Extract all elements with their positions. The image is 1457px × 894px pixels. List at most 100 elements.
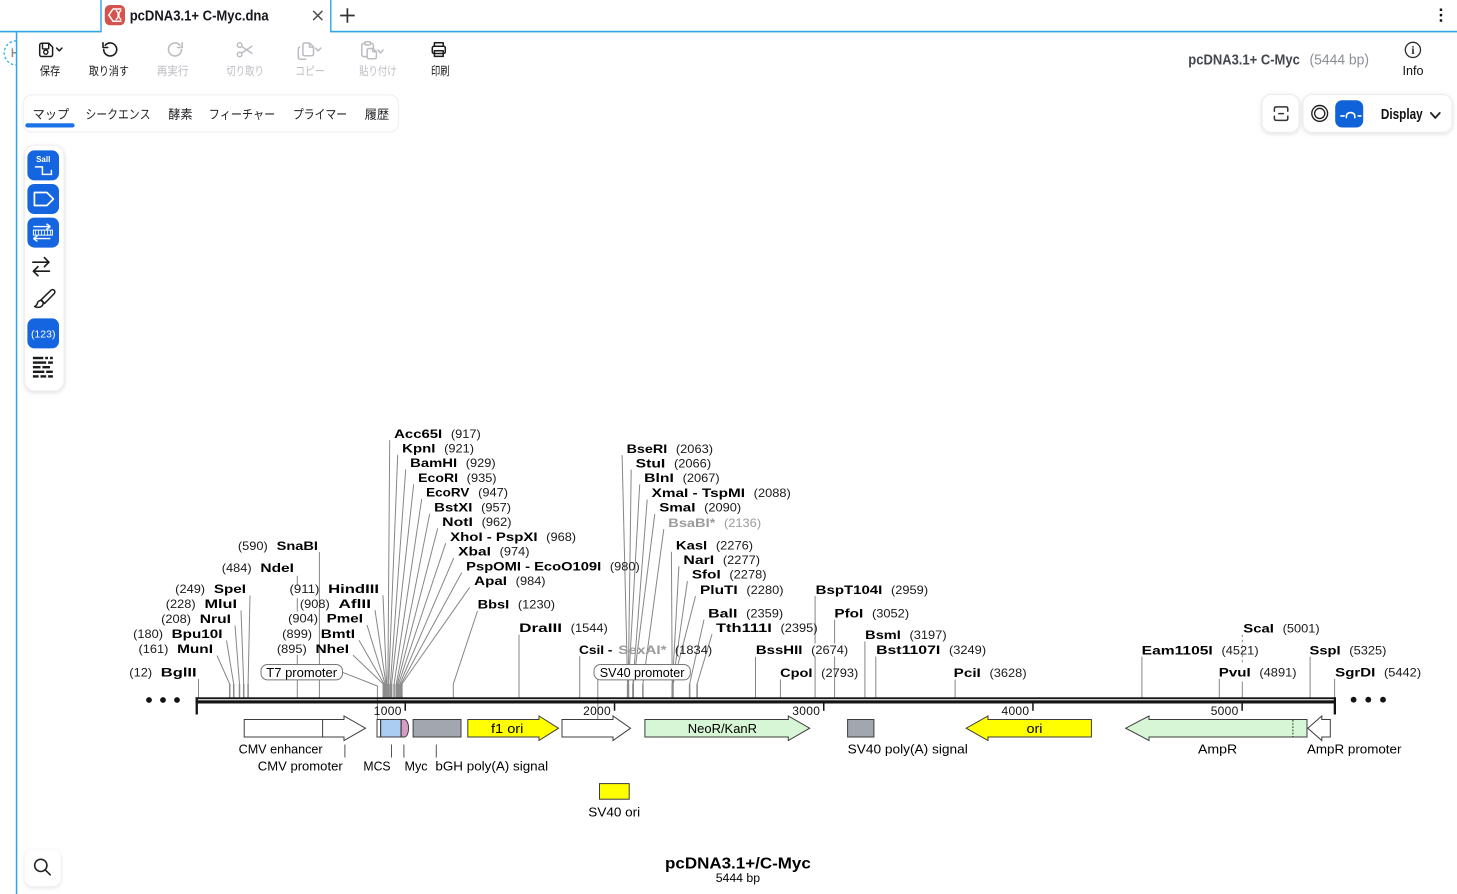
svg-text:SnaBI: SnaBI [277, 540, 318, 553]
svg-text:ori: ori [1027, 721, 1043, 736]
svg-text:PspOMI - EcoO109I: PspOMI - EcoO109I [466, 560, 601, 573]
svg-text:SexAI*: SexAI* [618, 644, 667, 657]
svg-text:SV40 poly(A) signal: SV40 poly(A) signal [848, 742, 968, 757]
svg-text:(2959): (2959) [891, 584, 928, 597]
svg-text:(957): (957) [481, 501, 511, 514]
svg-text:StuI: StuI [636, 457, 666, 470]
svg-text:(2063): (2063) [676, 443, 713, 456]
svg-text:Display: Display [1381, 106, 1423, 123]
svg-text:bGH poly(A) signal: bGH poly(A) signal [435, 759, 548, 774]
svg-text:(904): (904) [288, 613, 318, 626]
svg-text:(974): (974) [500, 546, 530, 559]
svg-text:Bpu10I: Bpu10I [172, 628, 223, 641]
svg-text:(2277): (2277) [723, 554, 760, 567]
svg-text:(947): (947) [478, 487, 508, 500]
svg-text:NeoR/KanR: NeoR/KanR [688, 721, 757, 736]
svg-text:CpoI: CpoI [780, 667, 812, 680]
svg-text:(208): (208) [161, 613, 191, 626]
svg-text:BseRI: BseRI [627, 443, 668, 456]
svg-text:(1230): (1230) [518, 599, 555, 612]
svg-text:(180): (180) [133, 628, 163, 641]
svg-text:BbsI: BbsI [478, 599, 510, 612]
svg-text:BglII: BglII [161, 667, 197, 680]
svg-text:ApaI: ApaI [474, 575, 507, 588]
svg-text:CMV promoter: CMV promoter [258, 759, 343, 774]
svg-text:CsiI -: CsiI - [579, 644, 613, 657]
svg-text:(984): (984) [516, 575, 546, 588]
svg-text:MunI: MunI [177, 643, 213, 656]
svg-text:SfoI: SfoI [692, 569, 721, 582]
svg-text:(590): (590) [238, 540, 268, 553]
svg-text:(2088): (2088) [754, 487, 791, 500]
svg-text:(921): (921) [444, 443, 474, 456]
svg-text:CMV enhancer: CMV enhancer [239, 742, 324, 757]
svg-text:SV40 ori: SV40 ori [588, 805, 640, 820]
svg-text:DraIII: DraIII [519, 622, 562, 635]
svg-text:MluI: MluI [205, 598, 238, 611]
svg-text:1000: 1000 [374, 704, 402, 718]
svg-text:BsaBI*: BsaBI* [668, 517, 716, 530]
svg-text:(5001): (5001) [1283, 622, 1320, 635]
svg-text:(2136): (2136) [724, 517, 761, 530]
svg-text:Info: Info [1402, 64, 1423, 78]
svg-text:PmeI: PmeI [327, 613, 363, 626]
svg-text:(2276): (2276) [716, 539, 753, 552]
svg-text:AflII: AflII [339, 598, 372, 611]
svg-text:(5442): (5442) [1384, 667, 1421, 680]
svg-text:MCS: MCS [363, 759, 390, 774]
svg-text:(962): (962) [482, 516, 512, 529]
svg-text:BssHII: BssHII [756, 644, 803, 657]
svg-text:(935): (935) [467, 472, 497, 485]
svg-text:BamHI: BamHI [410, 457, 457, 470]
svg-text:(1544): (1544) [571, 622, 608, 635]
svg-text:pcDNA3.1+/C-Myc: pcDNA3.1+/C-Myc [665, 855, 811, 872]
svg-text:HindIII: HindIII [328, 583, 379, 596]
svg-text:(3052): (3052) [872, 607, 909, 620]
svg-text:pcDNA3.1+ C-Myc: pcDNA3.1+ C-Myc [1188, 52, 1300, 68]
svg-text:BspT104I: BspT104I [816, 584, 883, 597]
svg-text:XmaI - TspMI: XmaI - TspMI [652, 487, 745, 500]
svg-text:f1 ori: f1 ori [491, 721, 523, 736]
svg-text:(2674): (2674) [811, 644, 848, 657]
svg-text:NarI: NarI [683, 554, 714, 567]
svg-text:EcoRI: EcoRI [418, 472, 458, 485]
svg-text:NotI: NotI [442, 516, 473, 529]
svg-text:(12): (12) [129, 667, 152, 680]
svg-text:BsmI: BsmI [865, 629, 901, 642]
svg-text:AmpR: AmpR [1198, 742, 1237, 757]
svg-text:Acc65I: Acc65I [394, 428, 442, 441]
svg-text:BstXI: BstXI [434, 501, 472, 514]
svg-text:(228): (228) [166, 598, 196, 611]
svg-text:PvuI: PvuI [1219, 667, 1251, 680]
svg-text:T7 promoter: T7 promoter [266, 666, 337, 680]
svg-text:SspI: SspI [1310, 644, 1341, 657]
svg-text:(2067): (2067) [683, 472, 720, 485]
svg-text:(249): (249) [175, 583, 205, 596]
svg-text:5000: 5000 [1211, 704, 1239, 718]
svg-text:(123): (123) [31, 328, 56, 340]
svg-text:KasI: KasI [676, 539, 707, 552]
svg-text:XbaI: XbaI [458, 546, 491, 559]
svg-text:(968): (968) [546, 531, 576, 544]
svg-text:(1834): (1834) [675, 644, 712, 657]
svg-text:(5325): (5325) [1349, 644, 1386, 657]
svg-text:(3249): (3249) [949, 644, 986, 657]
svg-text:SV40 promoter: SV40 promoter [600, 666, 685, 680]
svg-text:ScaI: ScaI [1243, 622, 1274, 635]
svg-text:4000: 4000 [1001, 704, 1029, 718]
svg-text:Bst1107I: Bst1107I [876, 644, 940, 657]
svg-text:(908): (908) [300, 598, 330, 611]
svg-text:PluTI: PluTI [700, 584, 738, 597]
svg-text:pcDNA3.1+ C-Myc.dna: pcDNA3.1+ C-Myc.dna [130, 8, 270, 24]
svg-text:SgrDI: SgrDI [1335, 667, 1375, 680]
svg-text:(484): (484) [222, 562, 252, 575]
svg-text:(161): (161) [139, 643, 169, 656]
svg-text:SalI: SalI [36, 155, 50, 164]
svg-text:(899): (899) [282, 628, 312, 641]
svg-text:Myc: Myc [405, 759, 428, 774]
svg-text:EcoRV: EcoRV [426, 487, 469, 500]
svg-text:BmtI: BmtI [321, 628, 355, 641]
svg-text:(2066): (2066) [674, 457, 711, 470]
svg-text:(2395): (2395) [781, 622, 818, 635]
svg-text:(911): (911) [290, 583, 320, 596]
